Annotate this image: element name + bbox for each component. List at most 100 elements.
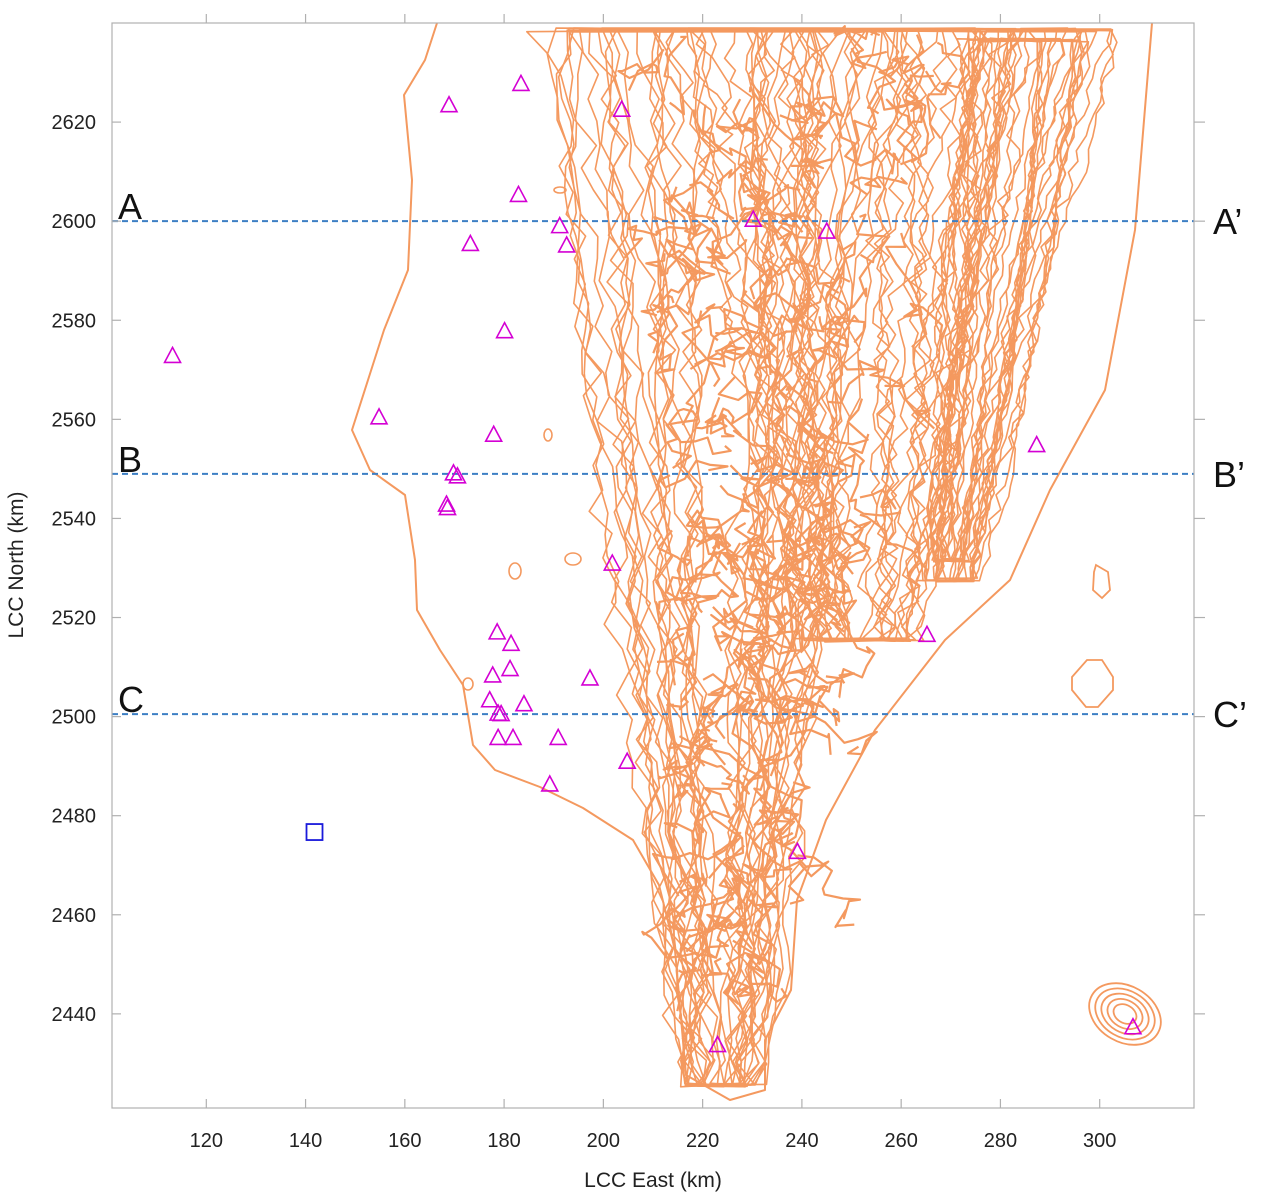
interior-contour (665, 885, 701, 958)
main-ridge-contour (683, 28, 765, 1085)
interior-contour (788, 302, 842, 365)
interior-contour (768, 784, 803, 847)
site-triangle-marker (511, 73, 531, 92)
cross-section-lines (112, 220, 1194, 716)
interior-contour (656, 238, 697, 316)
x-tick-label: 220 (686, 1130, 719, 1152)
eastern-ridge-contour (930, 30, 1089, 582)
y-tick-label: 2620 (52, 112, 97, 134)
interior-contour (716, 98, 756, 135)
interior-contour (732, 939, 788, 1003)
main-ridge-contour (617, 29, 817, 1088)
interior-contour (699, 104, 747, 218)
interior-contour (741, 492, 776, 571)
x-tick-label: 200 (587, 1130, 620, 1152)
small-contour (462, 677, 474, 691)
interior-contour (749, 257, 788, 300)
site-triangle-marker (557, 235, 576, 253)
interior-contour (692, 755, 750, 795)
eastern-ridge-contour (935, 27, 1083, 583)
interior-contour (742, 698, 824, 783)
island-contour (1071, 659, 1114, 708)
x-tick-label: 160 (388, 1130, 421, 1152)
site-triangle-marker (617, 751, 637, 769)
small-contour (543, 428, 553, 442)
interior-contour (668, 408, 732, 455)
central-ridge-contour (745, 27, 976, 641)
interior-contour (711, 540, 739, 562)
interior-contour (641, 907, 699, 959)
interior-contour (694, 787, 731, 834)
interior-contour (663, 782, 733, 845)
interior-contour (680, 209, 717, 265)
interior-contour (657, 529, 693, 602)
interior-contour (748, 86, 820, 189)
x-tick-label: 240 (785, 1130, 818, 1152)
interior-contour (777, 678, 841, 727)
interior-contour (690, 518, 720, 583)
island-contour (1092, 563, 1111, 600)
x-axis-title: LCC East (km) (584, 1169, 722, 1192)
site-triangle-marker (480, 690, 500, 708)
y-tick-label: 2460 (52, 905, 97, 927)
interior-contour (827, 314, 880, 404)
interior-contour (767, 808, 796, 842)
interior-contour (689, 181, 735, 220)
interior-contour (787, 663, 843, 699)
interior-contour (797, 854, 862, 929)
interior-contour (668, 253, 706, 286)
y-tick-label: 2440 (52, 1004, 97, 1026)
site-triangle-marker (439, 95, 459, 113)
interior-contour (705, 238, 748, 266)
interior-contour (878, 55, 910, 78)
interior-contour (742, 538, 782, 601)
interior-contour (694, 303, 724, 342)
interior-contour (729, 550, 769, 636)
interior-contour (656, 599, 698, 663)
main-ridge-contour (609, 29, 819, 1087)
site-triangle-marker (369, 407, 389, 425)
interior-contour (774, 831, 830, 878)
y-tick-label: 2600 (52, 211, 97, 233)
interior-contour (885, 232, 944, 338)
x-tick-label: 260 (884, 1130, 917, 1152)
interior-contour (699, 923, 749, 996)
site-triangle-marker (788, 841, 807, 860)
interior-contour (811, 319, 850, 360)
interior-contour (654, 294, 679, 375)
interior-contour (686, 484, 750, 557)
x-tick-label: 180 (487, 1130, 520, 1152)
interior-contour (740, 290, 798, 338)
interior-contour (715, 844, 745, 929)
island-contour (1100, 992, 1150, 1036)
site-triangle-marker (461, 233, 480, 252)
interior-contour (785, 464, 822, 488)
interior-contour (690, 872, 708, 903)
interior-contour (766, 532, 839, 622)
site-triangle-marker (501, 633, 521, 652)
interior-contour (799, 600, 843, 654)
interior-contour (668, 728, 701, 799)
interior-contour (663, 35, 687, 116)
site-triangle-marker (743, 209, 763, 227)
main-ridge-contour (651, 29, 787, 1087)
interior-contour (785, 257, 850, 330)
interior-contour (819, 551, 858, 622)
interior-contour (662, 759, 745, 880)
site-triangle-marker (580, 668, 600, 686)
interior-contour (666, 617, 698, 711)
site-triangle-marker (602, 553, 622, 571)
interior-contour (651, 831, 742, 897)
interior-contour (752, 243, 801, 321)
eastern-ridge-contour (934, 29, 1082, 580)
interior-contour (774, 349, 801, 432)
small-contour (508, 562, 522, 580)
site-triangle-marker (917, 624, 937, 643)
interior-contour (731, 704, 779, 777)
interior-contour (885, 34, 925, 126)
interior-contour (659, 459, 729, 489)
island-contour (1088, 982, 1162, 1046)
eastern-inner-ridge-contour (945, 37, 1041, 561)
main-ridge-contour (568, 31, 866, 1087)
